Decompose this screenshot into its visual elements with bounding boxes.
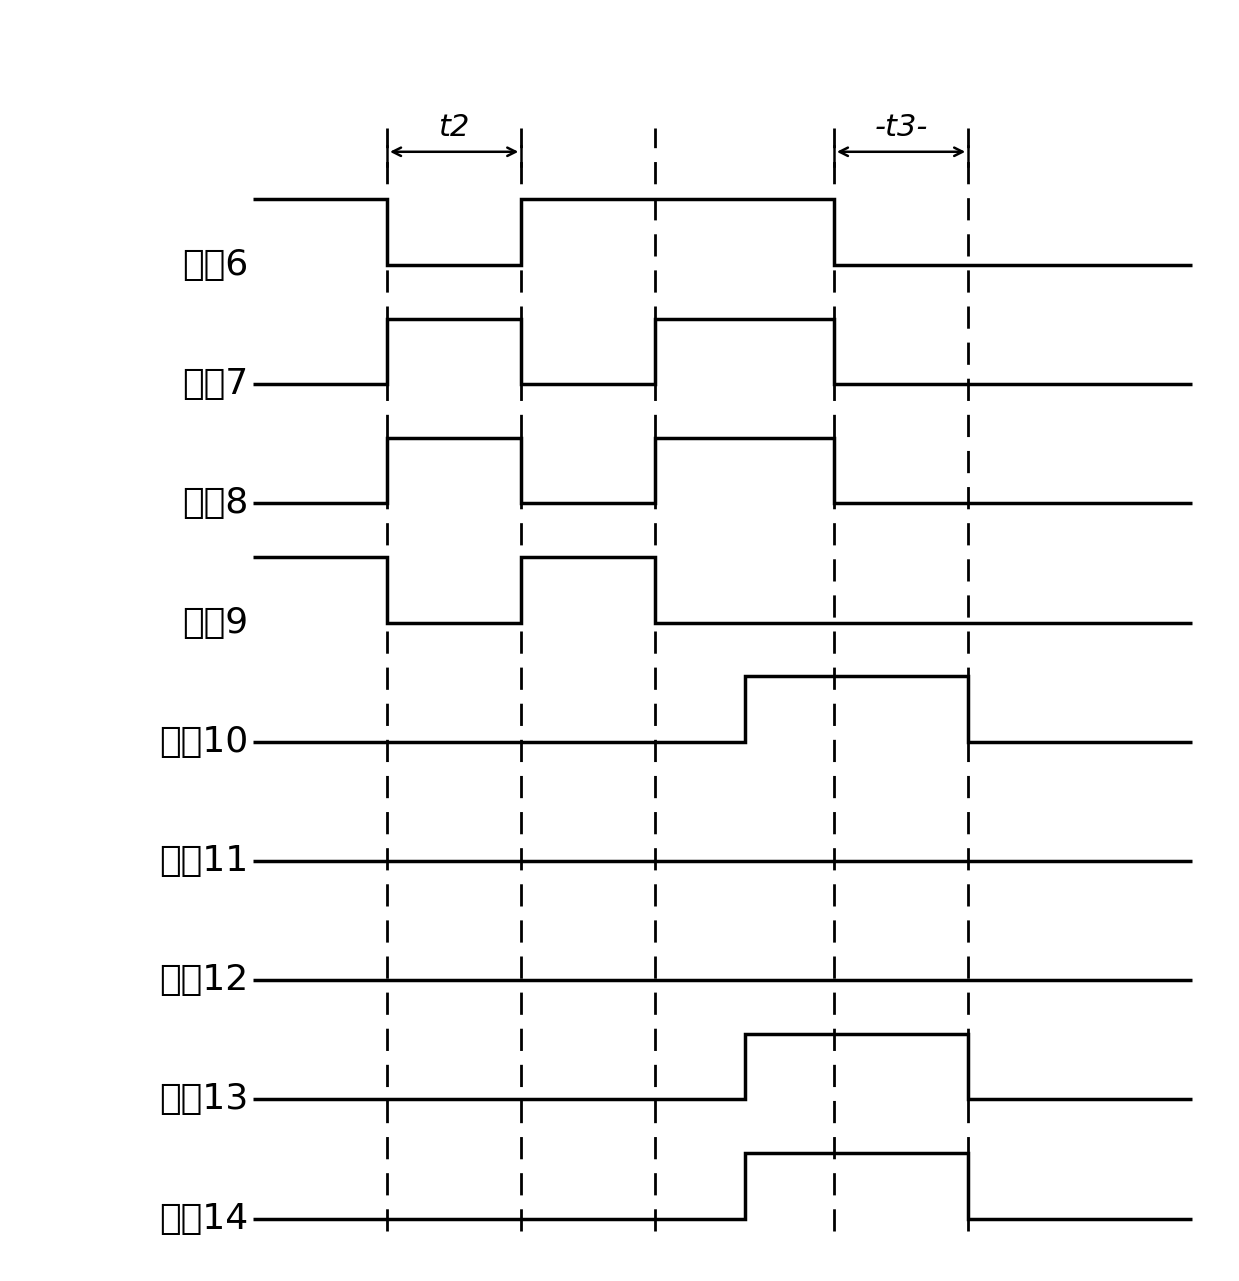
- Text: 开儓14: 开儓14: [160, 1202, 249, 1236]
- Text: 开关9: 开关9: [182, 606, 249, 639]
- Text: 开儓12: 开儓12: [160, 963, 249, 997]
- Text: t2: t2: [439, 113, 470, 142]
- Text: 开关8: 开关8: [182, 487, 249, 520]
- Text: 开儓11: 开儓11: [160, 844, 249, 877]
- Text: -t3-: -t3-: [875, 113, 928, 142]
- Text: 开关6: 开关6: [182, 249, 249, 282]
- Text: 开儓13: 开儓13: [160, 1082, 249, 1117]
- Text: 开儓10: 开儓10: [160, 725, 249, 758]
- Text: 开关7: 开关7: [182, 368, 249, 401]
